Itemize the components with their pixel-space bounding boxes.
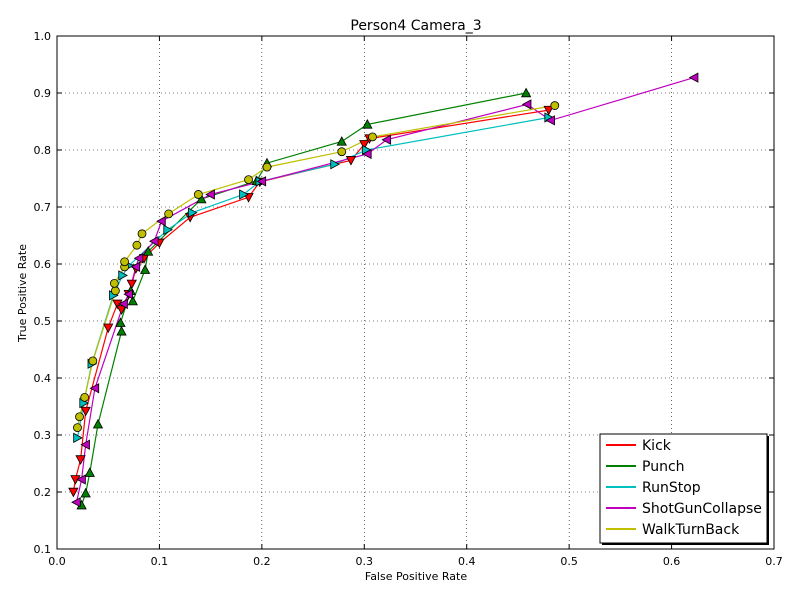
- data-point-punch: [127, 295, 138, 306]
- data-point-walkturnback: [110, 286, 120, 296]
- data-point-shotguncollapse: [688, 72, 699, 83]
- data-point-walkturnback: [244, 175, 253, 185]
- x-tick-label: 0.7: [765, 555, 783, 568]
- data-point-shotguncollapse: [118, 298, 128, 310]
- x-tick-label: 0.0: [48, 555, 66, 568]
- data-point-walkturnback: [137, 229, 147, 239]
- data-point-shotguncollapse: [130, 261, 141, 273]
- series-line-punch: [81, 92, 527, 506]
- data-point-walkturnback: [368, 132, 377, 142]
- legend-label: ShotGunCollapse: [642, 501, 762, 517]
- data-point-walkturnback: [337, 147, 347, 157]
- data-point-shotguncollapse: [80, 439, 90, 450]
- legend: Kick Punch RunStop ShotGunCollapse WalkTurnB…: [599, 433, 769, 545]
- data-point-walkturnback: [80, 392, 90, 402]
- data-point-punch: [520, 87, 532, 98]
- x-tick-label: 0.2: [253, 555, 271, 568]
- data-point-kick: [345, 156, 357, 166]
- data-point-shotguncollapse: [71, 497, 81, 508]
- data-point-shotguncollapse: [148, 236, 159, 247]
- data-point-walkturnback: [262, 162, 272, 172]
- data-point-walkturnback: [88, 356, 98, 366]
- x-tick-label: 0.6: [663, 555, 681, 568]
- x-axis-title: False Positive Rate: [365, 570, 467, 583]
- data-point-shotguncollapse: [545, 115, 555, 126]
- y-tick-label: 0.7: [34, 201, 52, 214]
- y-tick-label: 0.5: [34, 315, 52, 328]
- data-point-shotguncollapse: [521, 99, 532, 110]
- data-point-punch: [115, 317, 126, 327]
- y-tick-label: 0.4: [34, 372, 52, 385]
- data-point-kick: [126, 279, 137, 290]
- data-point-walkturnback: [120, 257, 130, 267]
- data-point-shotguncollapse: [362, 148, 372, 160]
- y-tick-label: 0.6: [34, 258, 52, 271]
- data-point-punch: [116, 325, 127, 336]
- y-tick-label: 0.1: [34, 543, 52, 556]
- data-point-punch: [92, 418, 104, 429]
- y-tick-label: 0.9: [34, 87, 52, 100]
- legend-label: Kick: [642, 438, 672, 454]
- data-point-walkturnback: [132, 240, 142, 250]
- plot-area-frame: [56, 35, 775, 550]
- data-point-kick: [103, 323, 114, 334]
- y-tick-label: 0.3: [34, 429, 52, 442]
- data-point-punch: [139, 264, 151, 274]
- x-tick-label: 0.4: [458, 555, 476, 568]
- data-point-punch: [336, 136, 347, 146]
- data-point-walkturnback: [164, 209, 174, 219]
- data-point-runstop: [73, 432, 83, 444]
- data-point-walkturnback: [550, 101, 560, 110]
- legend-label: Punch: [642, 459, 685, 475]
- data-point-punch: [84, 467, 95, 477]
- series-markers: [68, 72, 699, 510]
- data-point-walkturnback: [73, 423, 82, 432]
- legend-label: RunStop: [642, 480, 701, 496]
- data-point-shotguncollapse: [156, 216, 166, 227]
- data-point-kick: [68, 487, 79, 498]
- data-point-runstop: [163, 224, 173, 235]
- chart-title: Person4 Camera_3: [350, 18, 481, 34]
- data-point-shotguncollapse: [123, 289, 133, 300]
- data-point-kick: [75, 455, 86, 465]
- data-point-runstop: [187, 207, 198, 218]
- y-tick-label: 1.0: [34, 30, 52, 43]
- data-point-shotguncollapse: [205, 189, 215, 200]
- axis-ticks: 0.0 0.1 0.2 0.3 0.4 0.5 0.6 0.70.10.20.30.40.50…: [34, 30, 783, 568]
- data-point-punch: [80, 487, 91, 498]
- data-point-shotguncollapse: [256, 176, 267, 187]
- x-tick-label: 0.3: [356, 555, 374, 568]
- data-point-runstop: [239, 189, 249, 200]
- y-axis-title: True Positive Rate: [16, 244, 29, 343]
- data-point-walkturnback: [109, 278, 119, 288]
- y-tick-label: 0.2: [34, 486, 52, 499]
- data-point-runstop: [118, 270, 128, 281]
- x-tick-label: 0.5: [560, 555, 578, 568]
- data-point-kick: [543, 105, 554, 116]
- x-tick-label: 0.1: [151, 555, 169, 568]
- data-point-shotguncollapse: [133, 253, 144, 264]
- data-point-walkturnback: [75, 412, 84, 422]
- data-point-kick: [80, 406, 91, 417]
- legend-label: WalkTurnBack: [642, 522, 740, 538]
- data-point-shotguncollapse: [76, 474, 86, 485]
- data-point-punch: [142, 246, 154, 256]
- data-point-shotguncollapse: [89, 383, 100, 394]
- data-point-kick: [116, 305, 127, 315]
- data-point-walkturnback: [193, 190, 203, 199]
- data-point-shotguncollapse: [381, 134, 392, 145]
- data-point-runstop: [330, 159, 340, 170]
- legend-box: [599, 433, 768, 544]
- data-point-kick: [359, 140, 370, 150]
- y-tick-label: 0.8: [34, 144, 52, 157]
- data-point-punch: [362, 119, 373, 129]
